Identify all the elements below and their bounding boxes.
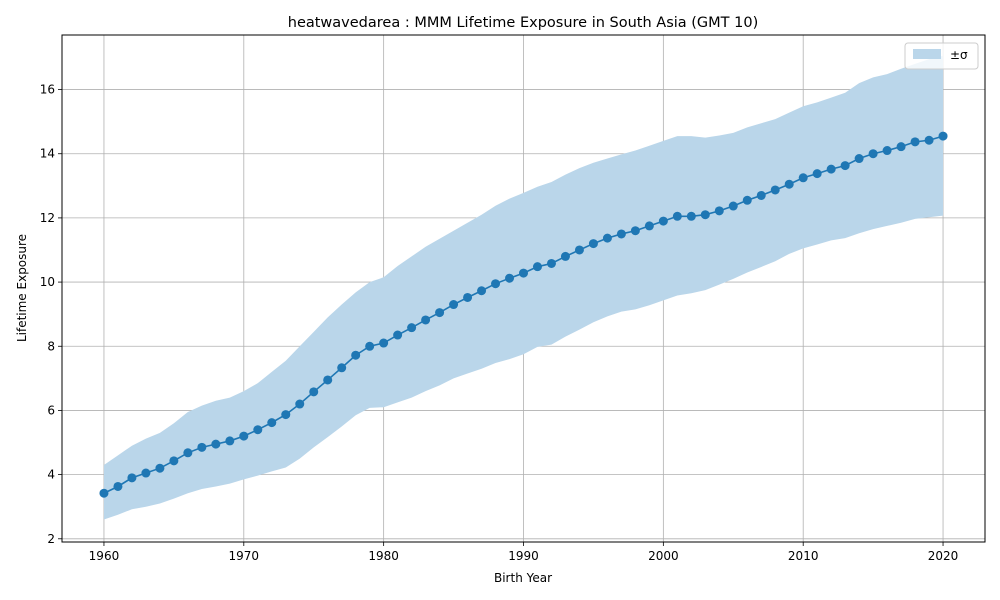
data-point bbox=[910, 137, 920, 147]
data-point bbox=[826, 164, 836, 174]
data-point bbox=[393, 330, 403, 340]
data-point bbox=[924, 135, 934, 145]
data-point bbox=[686, 211, 696, 221]
data-point bbox=[812, 169, 822, 179]
data-point bbox=[616, 229, 626, 239]
y-axis-ticks: 2 4 6 8 10 12 14 16 bbox=[40, 83, 62, 546]
data-point bbox=[365, 341, 375, 351]
data-point bbox=[477, 286, 487, 296]
data-point bbox=[728, 201, 738, 211]
data-point bbox=[407, 323, 417, 333]
data-point bbox=[211, 439, 221, 449]
data-point bbox=[519, 268, 528, 278]
x-tick-label: 2000 bbox=[648, 549, 679, 563]
data-point bbox=[714, 206, 724, 216]
data-point bbox=[183, 448, 193, 458]
y-tick-label: 14 bbox=[40, 147, 55, 161]
data-point bbox=[644, 221, 654, 231]
data-point bbox=[463, 292, 473, 302]
data-point bbox=[588, 239, 598, 249]
chart-title: heatwavedarea : MMM Lifetime Exposure in… bbox=[288, 15, 759, 31]
y-tick-label: 10 bbox=[40, 275, 55, 289]
legend-label-sigma: ±σ bbox=[950, 48, 968, 62]
data-point bbox=[756, 190, 766, 200]
data-point bbox=[141, 468, 151, 478]
data-point bbox=[337, 363, 347, 373]
data-point bbox=[309, 387, 319, 397]
data-point bbox=[113, 481, 123, 491]
data-point bbox=[379, 338, 389, 348]
x-tick-label: 1990 bbox=[508, 549, 539, 563]
data-point bbox=[197, 442, 207, 452]
data-point bbox=[281, 410, 291, 420]
data-point bbox=[295, 399, 305, 409]
data-point bbox=[854, 154, 864, 164]
sigma-band-layer bbox=[103, 55, 944, 520]
data-point bbox=[658, 216, 668, 226]
data-point bbox=[882, 146, 892, 156]
data-point bbox=[169, 456, 179, 466]
data-point bbox=[449, 300, 459, 310]
data-point bbox=[700, 210, 710, 220]
y-axis-label: Lifetime Exposure bbox=[15, 234, 29, 342]
data-point bbox=[351, 350, 361, 360]
data-point bbox=[574, 245, 584, 255]
legend: ±σ bbox=[904, 42, 979, 70]
sigma-band bbox=[103, 55, 944, 520]
data-point bbox=[784, 179, 794, 189]
data-point bbox=[127, 473, 137, 483]
data-point bbox=[742, 195, 752, 205]
data-point bbox=[155, 463, 165, 473]
data-point bbox=[770, 185, 780, 195]
y-tick-label: 8 bbox=[47, 339, 55, 353]
x-tick-label: 2010 bbox=[788, 549, 819, 563]
x-tick-label: 2020 bbox=[928, 549, 959, 563]
data-point bbox=[560, 251, 570, 261]
x-tick-label: 1960 bbox=[89, 549, 120, 563]
data-point bbox=[840, 161, 850, 171]
data-point bbox=[267, 418, 277, 428]
x-tick-label: 1970 bbox=[229, 549, 260, 563]
y-tick-label: 16 bbox=[40, 83, 55, 97]
data-point bbox=[239, 431, 249, 441]
data-point bbox=[532, 262, 542, 272]
y-tick-label: 6 bbox=[47, 403, 55, 417]
x-axis-ticks: 1960 1970 1980 1990 2000 2010 2020 bbox=[89, 542, 959, 563]
data-points bbox=[99, 131, 948, 498]
x-axis-label: Birth Year bbox=[494, 571, 552, 585]
y-tick-label: 4 bbox=[47, 468, 55, 482]
data-point bbox=[896, 142, 906, 152]
data-point bbox=[630, 226, 640, 236]
data-point bbox=[546, 258, 556, 268]
data-point bbox=[99, 488, 109, 498]
data-point bbox=[435, 308, 445, 318]
data-point bbox=[323, 375, 333, 385]
data-point bbox=[798, 173, 808, 183]
data-point bbox=[938, 131, 948, 141]
data-point bbox=[421, 315, 431, 325]
data-point bbox=[602, 233, 612, 243]
data-point bbox=[491, 279, 501, 289]
data-point bbox=[868, 149, 878, 159]
data-point bbox=[225, 436, 235, 446]
data-point bbox=[672, 211, 682, 221]
y-tick-label: 2 bbox=[47, 532, 55, 546]
data-point bbox=[253, 425, 263, 435]
data-point bbox=[505, 273, 515, 283]
legend-swatch-sigma bbox=[913, 49, 941, 59]
x-tick-label: 1980 bbox=[368, 549, 399, 563]
y-tick-label: 12 bbox=[40, 211, 55, 225]
